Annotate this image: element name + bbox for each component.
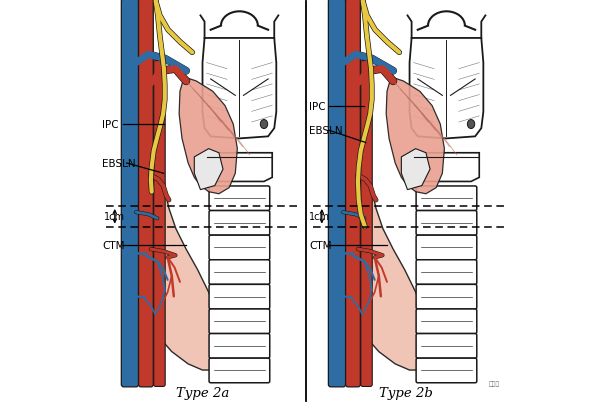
FancyBboxPatch shape: [416, 187, 477, 211]
Ellipse shape: [260, 120, 268, 129]
FancyBboxPatch shape: [209, 236, 270, 260]
Polygon shape: [179, 78, 237, 194]
Polygon shape: [414, 153, 479, 182]
Text: Type 2b: Type 2b: [379, 386, 432, 399]
Text: EBSLN: EBSLN: [309, 126, 343, 136]
FancyBboxPatch shape: [209, 285, 270, 309]
FancyBboxPatch shape: [209, 260, 270, 285]
Polygon shape: [340, 172, 431, 370]
FancyBboxPatch shape: [416, 358, 477, 383]
FancyBboxPatch shape: [416, 285, 477, 309]
FancyBboxPatch shape: [138, 0, 153, 387]
Bar: [104, 2, 303, 401]
Polygon shape: [203, 39, 276, 139]
FancyBboxPatch shape: [209, 309, 270, 334]
Ellipse shape: [467, 120, 475, 129]
FancyBboxPatch shape: [121, 0, 138, 387]
Polygon shape: [195, 149, 223, 190]
Polygon shape: [386, 78, 445, 194]
FancyBboxPatch shape: [361, 61, 372, 387]
FancyBboxPatch shape: [328, 0, 346, 387]
FancyBboxPatch shape: [209, 211, 270, 236]
Bar: [311, 2, 510, 401]
Polygon shape: [409, 39, 483, 139]
Text: CTM: CTM: [102, 240, 124, 250]
Polygon shape: [133, 172, 224, 370]
Polygon shape: [401, 149, 430, 190]
Polygon shape: [207, 153, 272, 182]
FancyBboxPatch shape: [346, 0, 361, 387]
FancyBboxPatch shape: [209, 334, 270, 358]
FancyBboxPatch shape: [209, 358, 270, 383]
FancyBboxPatch shape: [416, 334, 477, 358]
FancyBboxPatch shape: [209, 187, 270, 211]
FancyBboxPatch shape: [154, 61, 165, 387]
FancyBboxPatch shape: [416, 260, 477, 285]
Text: 1cm: 1cm: [309, 211, 330, 221]
Text: IPC: IPC: [309, 101, 326, 111]
Text: 永永永: 永永永: [489, 381, 500, 387]
Text: EBSLN: EBSLN: [102, 159, 135, 169]
Text: 1cm: 1cm: [104, 211, 125, 221]
Text: Type 2a: Type 2a: [176, 386, 229, 399]
Text: IPC: IPC: [102, 120, 119, 130]
Text: CTM: CTM: [309, 240, 332, 250]
FancyBboxPatch shape: [416, 211, 477, 236]
FancyBboxPatch shape: [416, 236, 477, 260]
FancyBboxPatch shape: [416, 309, 477, 334]
